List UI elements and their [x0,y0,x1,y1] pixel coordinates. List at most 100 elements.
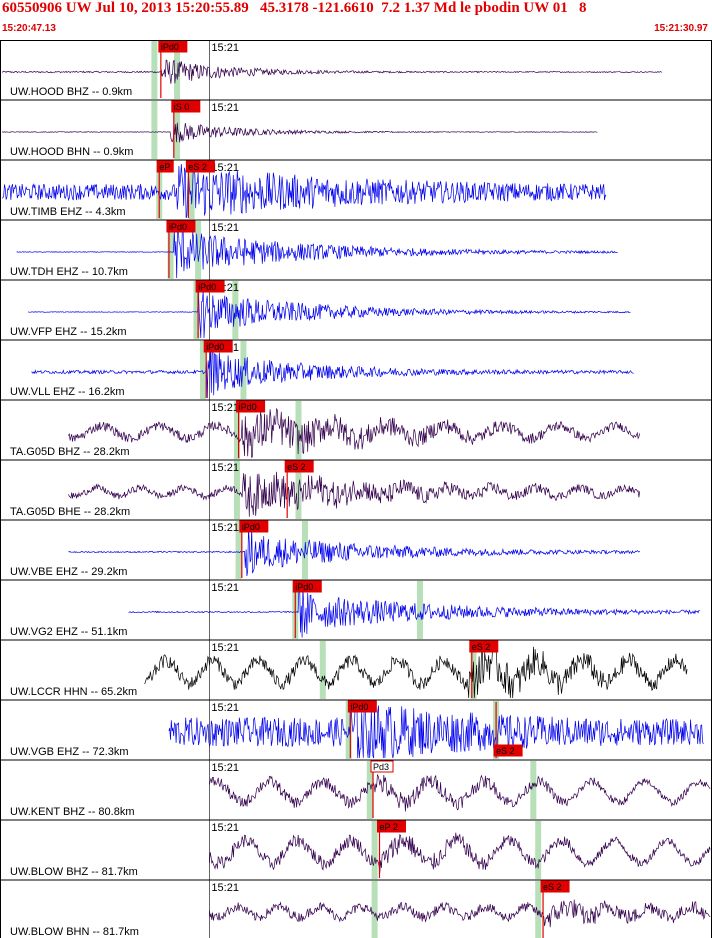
waveform-line [209,832,711,874]
phase-pick-label: eS 2 [287,462,306,472]
waveform-line [209,899,711,928]
arrival-band [233,401,240,459]
phase-pick-label: Pd3 [373,762,389,772]
station-label: UW.VG2 EHZ -- 51.1km [10,626,127,638]
trace-row: 15:21 iPd0 UW.TDH EHZ -- 10.7km [0,220,712,281]
minute-tick-label: 15:21 [211,642,239,654]
trace-row: 15:21 eP 2 UW.BLOW BHZ -- 81.7km [0,820,712,881]
arrival-band [167,221,174,279]
phase-pick-label: eS 2 [472,642,491,652]
trace-row: 15:21 iS 0 UW.HOOD BHN -- 0.9km [0,100,712,161]
phase-pick-label: eS 2 [188,162,207,172]
phase-pick-box [203,340,233,353]
station-label: TA.G05D BHZ -- 28.2km [10,446,130,458]
waveform-line [209,773,711,812]
waveform-line [16,226,618,279]
station-label: UW.TDH EHZ -- 10.7km [10,266,128,278]
station-label: UW.KENT BHZ -- 80.8km [10,806,134,818]
phase-pick-box [347,700,377,713]
station-label: UW.VGB EHZ -- 72.3km [10,746,129,758]
arrival-band [151,41,158,99]
arrival-band [240,341,247,399]
station-label: UW.BLOW BHZ -- 81.7km [10,866,138,878]
waveform-line [27,290,631,339]
waveform-line [168,701,704,759]
station-label: UW.HOOD BHZ -- 0.9km [10,86,132,98]
phase-pick-label: iS 0 [174,102,190,112]
phase-pick-box [185,160,215,173]
phase-pick-box [195,280,225,293]
minute-tick-label: 15:21 [211,102,239,114]
arrival-band [535,821,542,879]
trace-row: 15:21 iPd0 TA.G05D BHZ -- 28.2km [0,400,712,461]
waveform-line [128,587,700,638]
arrival-band [195,221,202,279]
phase-pick-box [292,580,322,593]
phase-pick-box [540,880,570,893]
phase-pick-box [236,400,266,413]
header: 60550906 UW Jul 10, 2013 15:20:55.89 45.… [0,0,712,40]
trace-row: 15:21 Pd3 UW.KENT BHZ -- 80.8km [0,760,712,821]
station-label: UW.VLL EHZ -- 16.2km [10,386,125,398]
arrival-band [416,581,423,639]
phase-pick-box [376,820,406,833]
trace-row: 15:21 eS 2 TA.G05D BHE -- 28.2km [0,460,712,521]
arrival-band [371,881,378,938]
phase-pick-label: iPd0 [206,342,224,352]
window-start-time: 15:20:47.13 [2,23,56,34]
station-label: UW.VFP EHZ -- 15.2km [10,326,127,338]
phase-pick-box [156,160,174,173]
trace-row: 15:21 eP eS 2 UW.TIMB EHZ -- 4.3km [0,160,712,221]
arrival-band [371,821,378,879]
phase-pick-label: eP 2 [379,822,397,832]
phase-pick-label: eP [159,162,170,172]
arrival-band [188,161,195,219]
station-label: UW.BLOW BHN -- 81.7km [10,926,139,938]
waveform-line [68,408,641,458]
minute-tick-label: 15:21 [211,402,239,414]
phase-pick-label: iPd0 [350,702,368,712]
station-label: UW.LCCR HHN -- 65.2km [10,686,137,698]
phase-pick-box [493,744,523,757]
minute-tick-label: 15:21 [211,222,239,234]
minute-tick-label: 15:21 [211,162,239,174]
phase-pick-label: eS 2 [543,882,562,892]
phase-pick-label: eS 2 [496,746,515,756]
station-label: UW.TIMB EHZ -- 4.3km [10,206,126,218]
waveform-line [1,122,598,143]
phase-pick-box [171,100,201,113]
plot-frame [0,40,712,938]
phase-pick-label: iPd0 [242,522,260,532]
trace-row: 15:21 eS 2 UW.BLOW BHN -- 81.7km [10,880,711,938]
trace-row: 15:21 iPd0 UW.VG2 EHZ -- 51.1km [0,580,712,641]
arrival-band [535,881,542,938]
minute-tick-label: 15:21 [211,522,239,534]
arrival-band [235,521,242,579]
arrival-band [530,761,537,819]
waveform-line [1,59,663,84]
window-end-time: 15:21:30.97 [654,23,708,34]
station-label: UW.VBE EHZ -- 29.2km [10,566,127,578]
trace-row: 15:21 eS 2 UW.LCCR HHN -- 65.2km [0,640,712,701]
arrival-band [151,101,158,159]
phase-pick-label: iPd0 [295,582,313,592]
waveform-line [68,471,641,517]
arrival-band [295,401,302,459]
minute-tick-label: 15:21 [211,42,239,54]
event-title: 60550906 UW Jul 10, 2013 15:20:55.89 45.… [2,0,587,16]
station-label: UW.HOOD BHN -- 0.9km [10,146,133,158]
waveform-line [31,346,634,399]
phase-pick-box [166,220,196,233]
arrival-band [193,281,200,339]
minute-tick-label: 15:21 [211,822,239,834]
minute-tick-label: 15:21 [211,702,239,714]
minute-tick-label: 15:21 [211,762,239,774]
phase-pick-label: iPd0 [239,402,257,412]
waveform-line [144,643,688,699]
trace-row: 15:21 iPd0 eS 2 UW.VGB EHZ -- 72.3km [0,700,712,761]
phase-pick-box [370,760,394,773]
phase-pick-label: iPd0 [169,222,187,232]
trace-row: 15:21 iPd0 UW.HOOD BHZ -- 0.9km [0,40,712,101]
